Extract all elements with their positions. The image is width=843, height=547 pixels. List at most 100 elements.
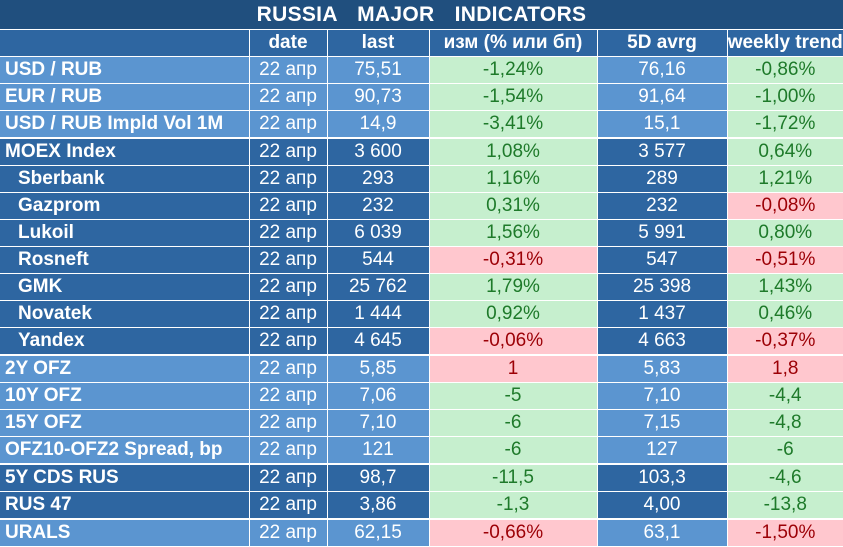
last-value-cell: 7,06 [327,382,430,410]
weekly-trend-cell: 0,80% [727,219,843,247]
header-5d-avg: 5D avrg [597,30,728,57]
indicator-name: Novatek [0,300,250,328]
last-value-cell: 5,85 [327,354,430,383]
five-day-avg-cell: 4 663 [597,327,728,356]
date-cell: 22 апр [249,246,328,274]
last-value-cell: 3,86 [327,491,430,520]
date-cell: 22 апр [249,354,328,383]
date-cell: 22 апр [249,192,328,220]
change-cell: 0,92% [429,300,598,328]
date-cell: 22 апр [249,491,328,520]
five-day-avg-cell: 127 [597,436,728,465]
five-day-avg-cell: 4,00 [597,491,728,520]
change-cell: -6 [429,409,598,437]
header-row: date last изм (% или бп) 5D avrg weekly … [0,30,843,57]
change-cell: 1,08% [429,137,598,166]
weekly-trend-cell: -1,50% [727,518,843,547]
change-cell: 1,56% [429,219,598,247]
indicator-name: Gazprom [0,192,250,220]
five-day-avg-cell: 91,64 [597,83,728,111]
table-row: Yandex 22 апр 4 645 -0,06% 4 663 -0,37% [0,327,843,356]
change-cell: -0,66% [429,518,598,547]
last-value-cell: 293 [327,165,430,193]
last-value-cell: 14,9 [327,110,430,139]
table-row: 5Y CDS RUS 22 апр 98,7 -11,5 103,3 -4,6 [0,463,843,492]
weekly-trend-cell: 1,43% [727,273,843,301]
table-row: USD / RUB 22 апр 75,51 -1,24% 76,16 -0,86% [0,56,843,84]
change-cell: -6 [429,436,598,465]
last-value-cell: 75,51 [327,56,430,84]
change-cell: -5 [429,382,598,410]
weekly-trend-cell: 1,21% [727,165,843,193]
indicator-name: RUS 47 [0,491,250,520]
indicator-name: URALS [0,518,250,547]
weekly-trend-cell: 0,64% [727,137,843,166]
change-cell: 1,79% [429,273,598,301]
indicator-name: Lukoil [0,219,250,247]
table-row: Novatek 22 апр 1 444 0,92% 1 437 0,46% [0,300,843,328]
date-cell: 22 апр [249,137,328,166]
table-row: 2Y OFZ 22 апр 5,85 1 5,83 1,8 [0,354,843,383]
indicator-name: MOEX Index [0,137,250,166]
weekly-trend-cell: 0,46% [727,300,843,328]
indicator-name: 15Y OFZ [0,409,250,437]
weekly-trend-cell: -1,00% [727,83,843,111]
five-day-avg-cell: 1 437 [597,300,728,328]
weekly-trend-cell: -4,4 [727,382,843,410]
last-value-cell: 25 762 [327,273,430,301]
change-cell: 1 [429,354,598,383]
five-day-avg-cell: 547 [597,246,728,274]
weekly-trend-cell: -0,51% [727,246,843,274]
indicator-name: USD / RUB Impld Vol 1M [0,110,250,139]
table-row: Rosneft 22 апр 544 -0,31% 547 -0,51% [0,246,843,274]
table-row: OFZ10-OFZ2 Spread, bp 22 апр 121 -6 127 -6 [0,436,843,465]
change-cell: -11,5 [429,463,598,492]
indicator-name: 2Y OFZ [0,354,250,383]
five-day-avg-cell: 289 [597,165,728,193]
five-day-avg-cell: 25 398 [597,273,728,301]
table-row: 10Y OFZ 22 апр 7,06 -5 7,10 -4,4 [0,382,843,410]
weekly-trend-cell: -4,8 [727,409,843,437]
date-cell: 22 апр [249,219,328,247]
header-name [0,30,250,57]
table-row: GMK 22 апр 25 762 1,79% 25 398 1,43% [0,273,843,301]
table-row: Gazprom 22 апр 232 0,31% 232 -0,08% [0,192,843,220]
change-cell: 0,31% [429,192,598,220]
last-value-cell: 6 039 [327,219,430,247]
five-day-avg-cell: 3 577 [597,137,728,166]
change-cell: 1,16% [429,165,598,193]
indicator-name: Rosneft [0,246,250,274]
table-row: USD / RUB Impld Vol 1M 22 апр 14,9 -3,41% 15… [0,110,843,139]
table-row: RUS 47 22 апр 3,86 -1,3 4,00 -13,8 [0,491,843,520]
header-date: date [249,30,328,57]
weekly-trend-cell: -4,6 [727,463,843,492]
weekly-trend-cell: -6 [727,436,843,465]
date-cell: 22 апр [249,409,328,437]
change-cell: -0,06% [429,327,598,356]
indicator-name: 10Y OFZ [0,382,250,410]
date-cell: 22 апр [249,463,328,492]
table-row: 15Y OFZ 22 апр 7,10 -6 7,15 -4,8 [0,409,843,437]
five-day-avg-cell: 5,83 [597,354,728,383]
last-value-cell: 62,15 [327,518,430,547]
table-row: URALS 22 апр 62,15 -0,66% 63,1 -1,50% [0,518,843,547]
header-last: last [327,30,430,57]
change-cell: -1,3 [429,491,598,520]
table-row: Lukoil 22 апр 6 039 1,56% 5 991 0,80% [0,219,843,247]
date-cell: 22 апр [249,327,328,356]
five-day-avg-cell: 103,3 [597,463,728,492]
date-cell: 22 апр [249,518,328,547]
last-value-cell: 7,10 [327,409,430,437]
change-cell: -1,24% [429,56,598,84]
last-value-cell: 232 [327,192,430,220]
header-change: изм (% или бп) [429,30,598,57]
five-day-avg-cell: 76,16 [597,56,728,84]
five-day-avg-cell: 7,10 [597,382,728,410]
last-value-cell: 98,7 [327,463,430,492]
last-value-cell: 90,73 [327,83,430,111]
table-title: RUSSIA MAJOR INDICATORS [0,0,843,30]
date-cell: 22 апр [249,273,328,301]
date-cell: 22 апр [249,165,328,193]
date-cell: 22 апр [249,436,328,465]
